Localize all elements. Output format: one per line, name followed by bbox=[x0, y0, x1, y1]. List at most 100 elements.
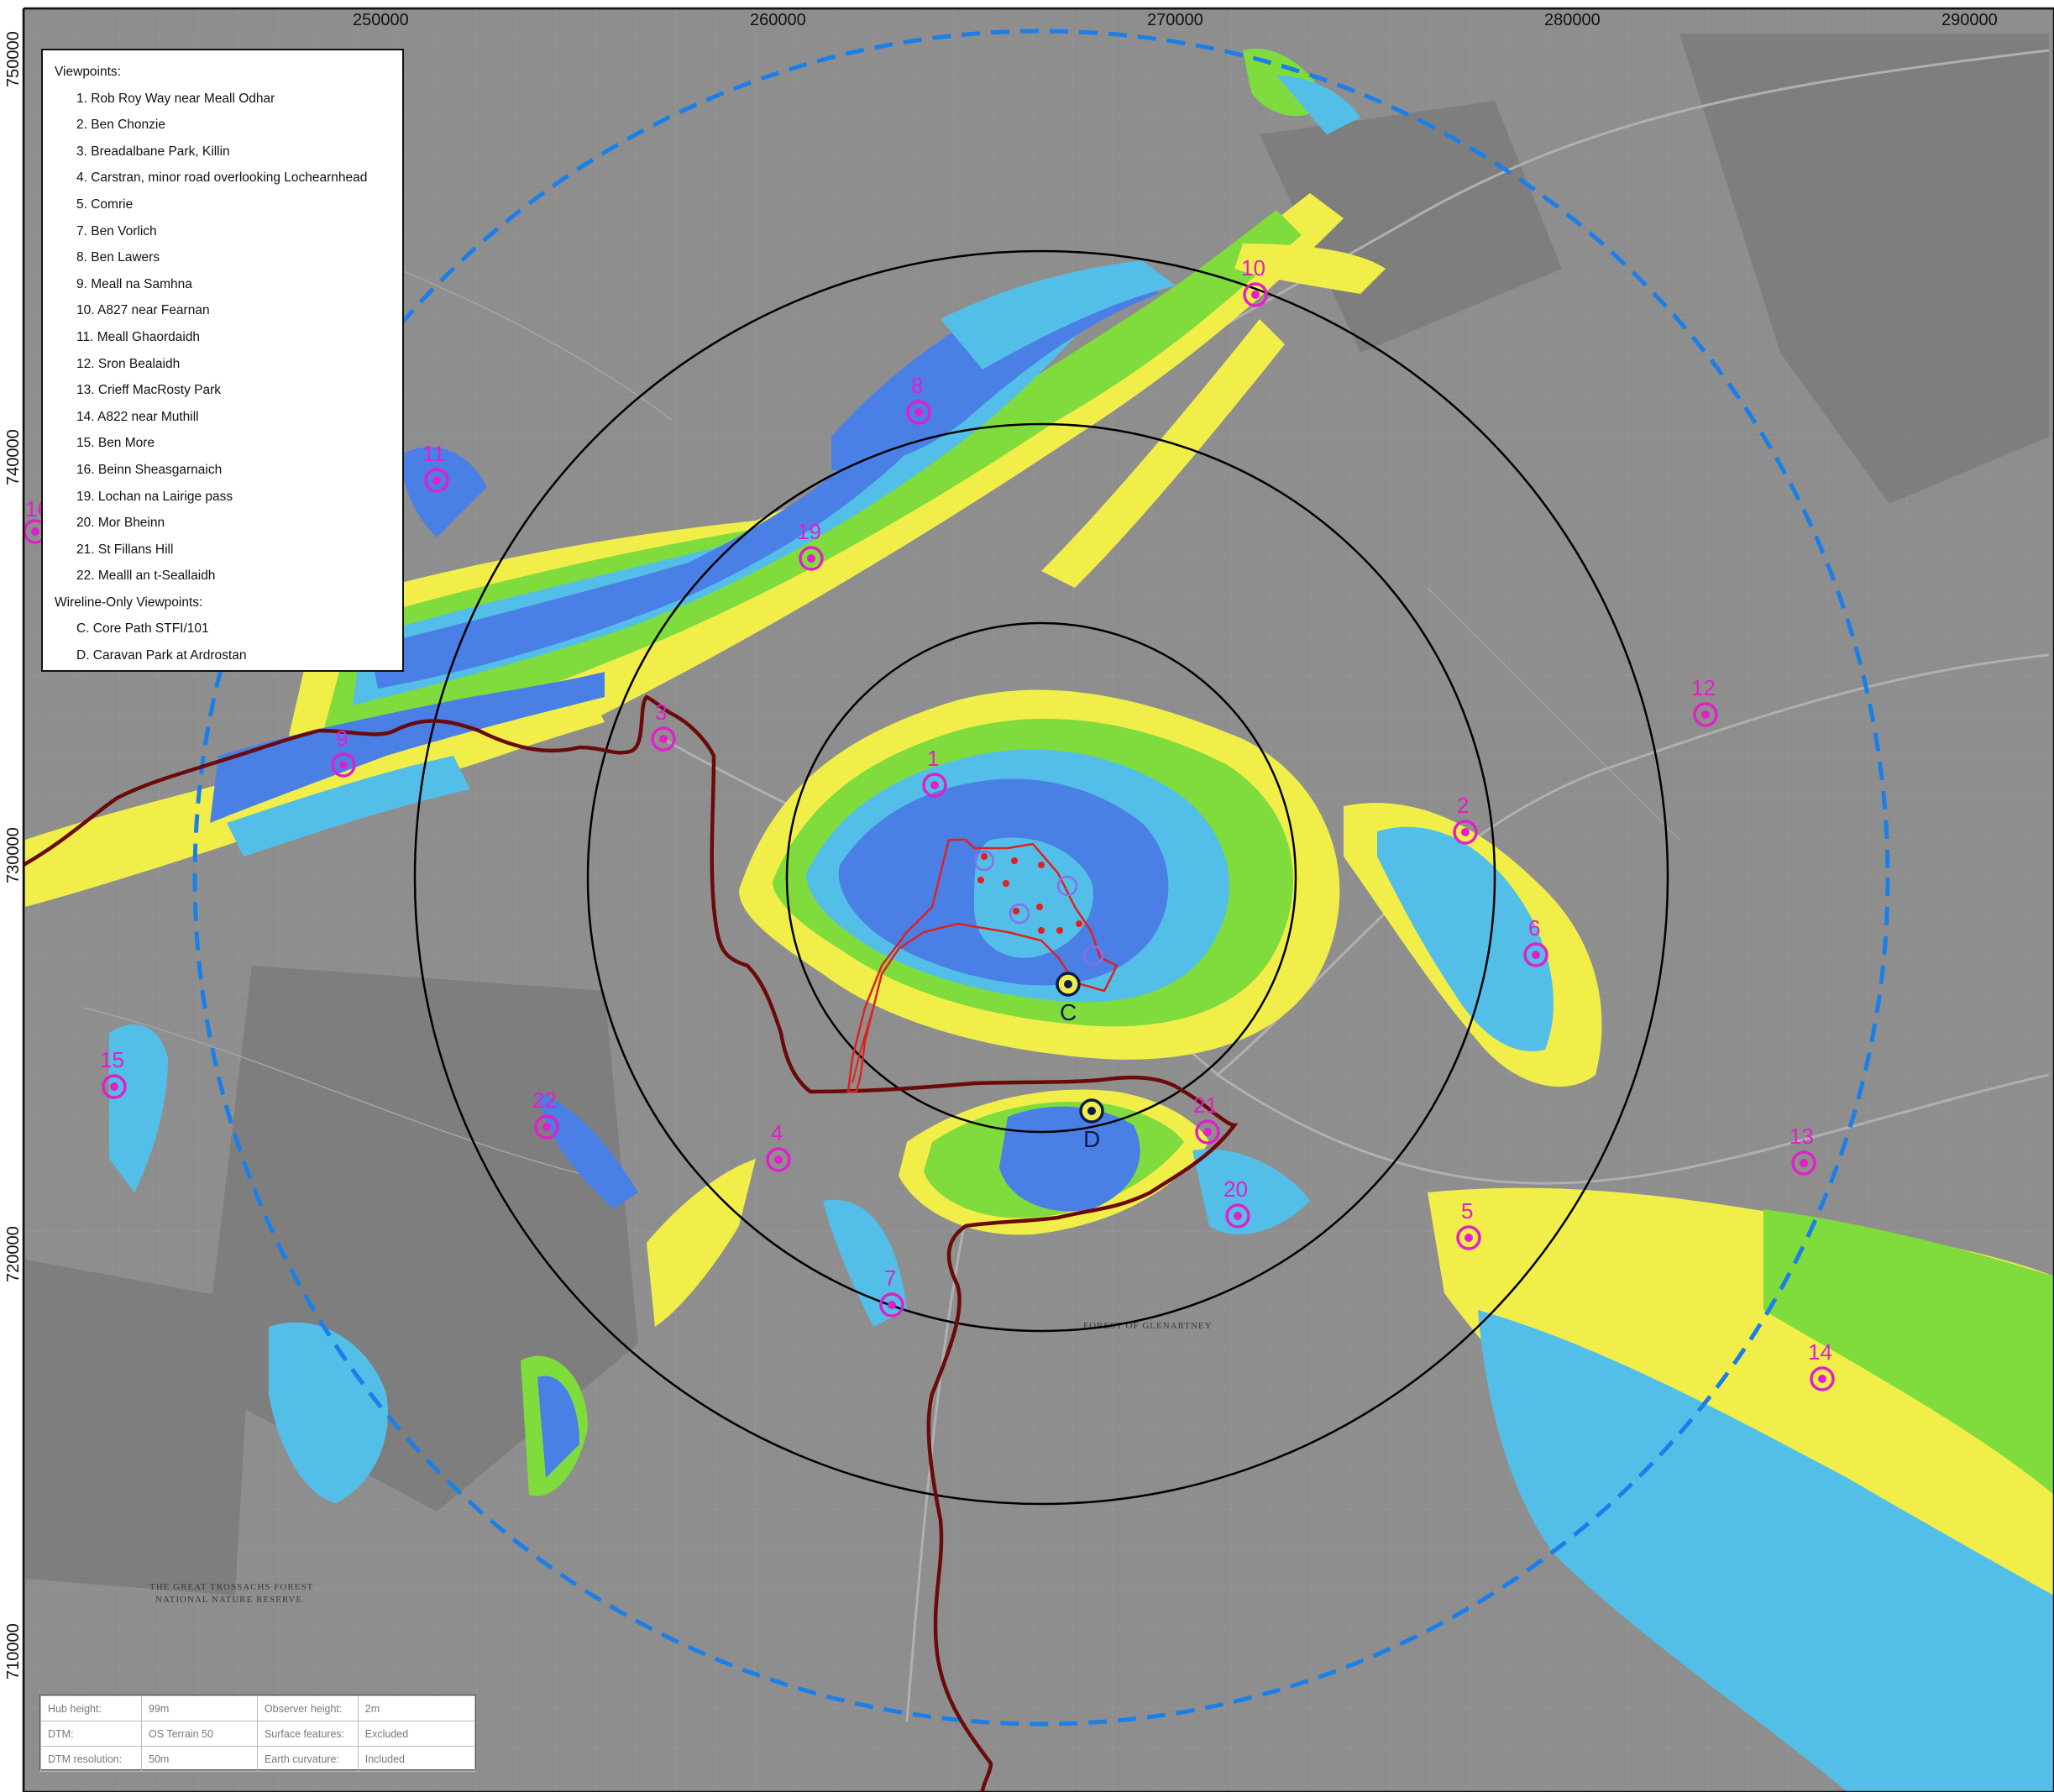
viewpoint-marker-21[interactable]: 21 bbox=[1193, 1092, 1220, 1145]
zone-sw2-blue bbox=[537, 1375, 579, 1478]
trossachs-label-line2: NATIONAL NATURE RESERVE bbox=[155, 1595, 302, 1605]
zone-4-yellow bbox=[647, 1159, 756, 1327]
viewpoint-marker-2[interactable]: 2 bbox=[1453, 793, 1478, 845]
legend-item-19: 19. Lochan na Lairige pass bbox=[76, 489, 233, 504]
viewpoint-marker-13[interactable]: 13 bbox=[1789, 1124, 1816, 1176]
legend-item-14: 14. A822 near Muthill bbox=[76, 409, 199, 424]
zone-band-nw-lightblue bbox=[353, 286, 1108, 705]
turbine-point bbox=[1056, 927, 1063, 934]
legend-item-3: 3. Breadalbane Park, Killin bbox=[76, 144, 230, 159]
turbine-ring bbox=[973, 850, 995, 872]
zone-east-lightblue bbox=[1377, 826, 1554, 1051]
viewpoint-marker-12[interactable]: 12 bbox=[1691, 675, 1718, 727]
ring-middle bbox=[586, 422, 1496, 1333]
zone-22-blue bbox=[537, 1092, 638, 1209]
surface-features-label: Surface features: bbox=[256, 1721, 359, 1747]
zone-sw1-lightblue bbox=[269, 1322, 388, 1503]
legend-item-5: 5. Comrie bbox=[76, 196, 134, 212]
turbine-points bbox=[977, 853, 1082, 934]
surface-features-value: Excluded bbox=[357, 1721, 476, 1747]
legend-item-9: 9. Meall na Samhna bbox=[76, 276, 192, 291]
turbine-point bbox=[1036, 904, 1043, 910]
viewpoint-marker-8[interactable]: 8 bbox=[906, 373, 931, 425]
turbine-point bbox=[1011, 857, 1018, 864]
zone-11-blue bbox=[402, 447, 487, 537]
viewpoint-label-10: 10 bbox=[1241, 255, 1265, 280]
viewpoint-marker-14[interactable]: 14 bbox=[1808, 1339, 1835, 1391]
params-row-1: Hub height: 99m Observer height: 2m bbox=[39, 1695, 476, 1721]
top-margin bbox=[0, 0, 2054, 8]
zone-central-lightblue-core bbox=[974, 837, 1093, 958]
dtm-value: OS Terrain 50 bbox=[141, 1721, 258, 1747]
observer-height-label: Observer height: bbox=[256, 1695, 359, 1721]
viewpoint-marker-9[interactable]: 9 bbox=[331, 726, 356, 778]
legend-item-d: D. Caravan Park at Ardrostan bbox=[76, 648, 247, 663]
zone-band-nw-blue bbox=[369, 420, 924, 689]
legend-item-21: 21. St Fillans Hill bbox=[76, 542, 174, 557]
viewpoint-label-15: 15 bbox=[100, 1047, 124, 1072]
legend-item-8: 8. Ben Lawers bbox=[76, 250, 160, 265]
viewpoint-label-11: 11 bbox=[422, 441, 445, 466]
viewpoint-marker-1[interactable]: 1 bbox=[922, 746, 947, 798]
legend-wireline-title: Wireline-Only Viewpoints: bbox=[55, 595, 203, 610]
zone-upper-lightblue bbox=[941, 260, 1176, 369]
distance-rings bbox=[192, 29, 1890, 1727]
wireline-marker-c[interactable]: C bbox=[1056, 972, 1081, 1025]
viewpoint-label-6: 6 bbox=[1528, 915, 1540, 941]
params-row-2: DTM: OS Terrain 50 Surface features: Exc… bbox=[39, 1721, 476, 1747]
viewpoint-marker-15[interactable]: 15 bbox=[100, 1047, 127, 1099]
ring-outer bbox=[413, 249, 1669, 1506]
viewpoint-marker-22[interactable]: 22 bbox=[532, 1087, 559, 1140]
northing-tick-720000: 720000 bbox=[4, 1226, 23, 1282]
viewpoint-label-12: 12 bbox=[1691, 675, 1716, 700]
legend-item-11: 11. Meall Ghaordaidh bbox=[76, 329, 201, 344]
viewpoint-marker-5[interactable]: 5 bbox=[1456, 1198, 1481, 1250]
dtm-resolution-value: 50m bbox=[141, 1746, 258, 1772]
access-track bbox=[851, 1007, 874, 1084]
zone-upper-yellow bbox=[1041, 319, 1285, 588]
viewpoint-label-21: 21 bbox=[1193, 1092, 1218, 1118]
legend-item-1: 1. Rob Roy Way near Meall Odhar bbox=[76, 91, 275, 106]
turbine-point bbox=[1076, 920, 1082, 927]
viewpoint-marker-10[interactable]: 10 bbox=[1241, 255, 1268, 307]
viewpoint-label-13: 13 bbox=[1789, 1124, 1814, 1149]
easting-tick-250000: 250000 bbox=[353, 11, 409, 29]
zone-10-yellow bbox=[1234, 244, 1386, 294]
earth-curvature-label: Earth curvature: bbox=[256, 1746, 359, 1772]
wireline-marker-d[interactable]: D bbox=[1079, 1098, 1104, 1152]
viewpoint-marker-20[interactable]: 20 bbox=[1223, 1176, 1250, 1229]
easting-tick-260000: 260000 bbox=[750, 11, 806, 29]
viewpoint-label-7: 7 bbox=[884, 1265, 896, 1291]
viewpoint-marker-19[interactable]: 19 bbox=[797, 519, 824, 571]
viewpoint-marker-3[interactable]: 3 bbox=[651, 700, 676, 752]
legend-item-13: 13. Crieff MacRosty Park bbox=[76, 383, 221, 398]
turbine-point bbox=[1038, 862, 1045, 868]
viewpoint-label-4: 4 bbox=[771, 1120, 783, 1145]
model-parameters-table: Hub height: 99m Observer height: 2m DTM:… bbox=[39, 1695, 476, 1772]
legend-item-7: 7. Ben Vorlich bbox=[76, 223, 157, 238]
easting-tick-280000: 280000 bbox=[1544, 11, 1601, 29]
legend-item-15: 15. Ben More bbox=[76, 436, 155, 451]
viewpoint-marker-4[interactable]: 4 bbox=[766, 1120, 791, 1172]
easting-tick-270000: 270000 bbox=[1147, 11, 1203, 29]
viewpoint-marker-6[interactable]: 6 bbox=[1523, 915, 1548, 967]
viewpoint-marker-11[interactable]: 11 bbox=[422, 441, 449, 493]
viewpoint-label-22: 22 bbox=[532, 1087, 557, 1113]
viewpoint-label-19: 19 bbox=[797, 519, 821, 544]
zone-w15-lightblue bbox=[109, 1024, 168, 1192]
legend-item-20: 20. Mor Bheinn bbox=[76, 516, 165, 531]
viewpoint-label-1: 1 bbox=[927, 746, 939, 771]
site-outline bbox=[846, 838, 1119, 1093]
hub-height-label: Hub height: bbox=[39, 1695, 143, 1721]
earth-curvature-value: Included bbox=[357, 1746, 476, 1772]
viewpoint-marker-7[interactable]: 7 bbox=[879, 1265, 904, 1318]
national-park-boundary bbox=[22, 694, 1239, 1792]
turbine-ring bbox=[1056, 875, 1078, 897]
wireline-label-c: C bbox=[1060, 999, 1077, 1025]
zone-se-lightblue bbox=[1478, 1310, 2054, 1792]
trossachs-label-line1: THE GREAT TROSSACHS FOREST bbox=[149, 1582, 313, 1592]
viewpoint-label-20: 20 bbox=[1223, 1176, 1248, 1202]
turbine-point bbox=[977, 877, 984, 883]
